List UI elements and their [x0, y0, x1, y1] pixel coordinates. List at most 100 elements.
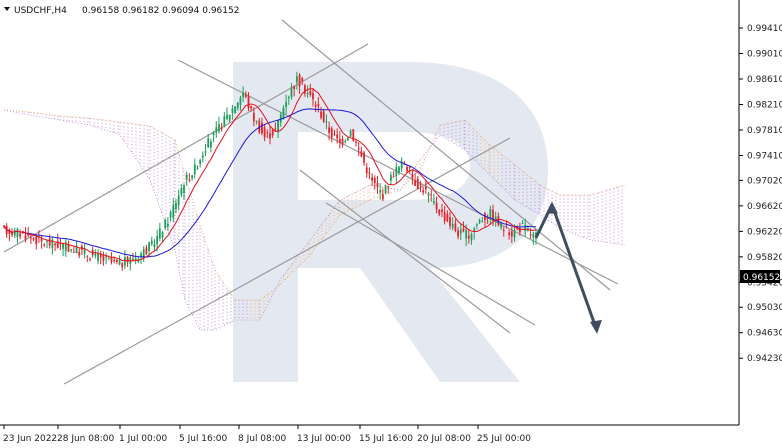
ohlc-readout: 0.96158 0.96182 0.96094 0.96152	[82, 6, 239, 16]
candle-body	[508, 232, 511, 236]
candle-body	[282, 107, 285, 120]
y-tick-label: 0.95420	[747, 278, 782, 288]
candle-body	[371, 177, 374, 181]
candlesticks	[3, 71, 537, 271]
candle-body	[454, 223, 457, 231]
candle-body	[59, 243, 62, 245]
x-tick-label: 1 Jul 00:00	[119, 434, 168, 444]
arrow-head-down-icon	[590, 319, 602, 334]
candle-body	[338, 138, 341, 143]
candle-body	[158, 228, 161, 239]
chart-header: USDCHF,H4 0.96158 0.96182 0.96094 0.9615…	[4, 6, 239, 16]
candle-body	[330, 128, 333, 138]
candle-body	[411, 174, 414, 179]
trendlines	[3, 19, 619, 385]
x-tick-label: 28 Jun 08:00	[57, 434, 114, 444]
candle-body	[363, 152, 365, 163]
candle-body	[183, 185, 185, 193]
candle-body	[263, 127, 266, 138]
y-tick-label: 0.99410	[747, 24, 782, 34]
candle-body	[218, 124, 220, 132]
y-tick-label: 0.97410	[747, 152, 782, 162]
candle-body	[414, 180, 416, 186]
candle-body	[145, 247, 148, 254]
candle-body	[314, 104, 317, 107]
candle-body	[231, 108, 234, 113]
candle-body	[274, 128, 277, 130]
tenkan-sen-line	[3, 88, 537, 262]
candle-body	[247, 96, 250, 109]
candle-body	[70, 249, 73, 251]
candle-body	[430, 194, 433, 196]
candle-body	[373, 178, 376, 184]
candle-body	[132, 258, 134, 260]
candle-body	[236, 102, 239, 109]
candle-body	[333, 133, 336, 135]
y-axis: 0.99410 0.99010 0.98610 0.98210 0.97810 0.974…	[739, 24, 782, 364]
dropdown-triangle-icon[interactable]	[4, 7, 10, 11]
candle-body	[344, 141, 347, 143]
trendline	[3, 43, 369, 253]
candle-body	[398, 166, 400, 174]
y-tick-label: 0.94230	[747, 354, 782, 364]
forecast-arrow-down	[550, 204, 599, 332]
candle-body	[304, 85, 306, 94]
candle-body	[470, 234, 473, 241]
candle-body	[484, 213, 486, 221]
candle-body	[199, 160, 202, 164]
candle-body	[191, 175, 193, 179]
candle-body	[67, 243, 70, 252]
candle-body	[105, 256, 108, 258]
candle-body	[298, 74, 301, 87]
y-tick-label: 0.96620	[747, 202, 782, 212]
candle-body	[24, 234, 27, 240]
candle-body	[510, 231, 513, 237]
candle-body	[355, 141, 357, 143]
x-tick-label: 5 Jul 16:00	[179, 434, 228, 444]
candle-body	[322, 111, 325, 122]
x-tick-label: 25 Jul 00:00	[477, 434, 531, 444]
candle-body	[279, 114, 282, 123]
current-price-tag: 0.96152	[740, 270, 780, 283]
candle-body	[478, 219, 481, 223]
candle-body	[156, 236, 159, 245]
candle-body	[228, 114, 231, 121]
candle-body	[250, 106, 253, 109]
candle-body	[252, 112, 255, 122]
candle-body	[148, 242, 150, 251]
candle-body	[269, 133, 271, 139]
candle-body	[416, 178, 419, 189]
trendline	[325, 202, 536, 326]
candle-body	[320, 111, 322, 118]
candle-body	[204, 151, 207, 153]
candle-body	[312, 92, 314, 100]
candle-body	[153, 244, 156, 248]
current-price-label: 0.96152	[743, 273, 780, 283]
candle-body	[451, 223, 454, 228]
y-tick-label: 0.99010	[747, 50, 782, 60]
candle-body	[502, 229, 505, 231]
candle-body	[169, 211, 172, 218]
x-tick-label: 23 Jun 2022	[3, 434, 57, 444]
forecast-arrows	[534, 201, 602, 334]
candle-body	[142, 249, 145, 259]
candle-body	[459, 229, 462, 234]
candle-body	[51, 239, 54, 249]
candle-body	[432, 201, 435, 203]
candle-body	[424, 186, 427, 190]
candle-body	[395, 166, 398, 177]
candle-body	[500, 222, 502, 228]
candle-body	[368, 172, 371, 174]
candle-body	[201, 155, 204, 158]
trendline	[177, 59, 619, 285]
y-tick-label: 0.94630	[747, 329, 782, 339]
candle-body	[212, 132, 215, 135]
candle-body	[285, 101, 288, 108]
candle-body	[72, 251, 75, 253]
candle-body	[43, 244, 46, 246]
candle-body	[46, 241, 48, 243]
candle-body	[489, 209, 492, 218]
candle-body	[438, 209, 441, 215]
candle-body	[64, 242, 67, 251]
candle-body	[486, 217, 489, 219]
